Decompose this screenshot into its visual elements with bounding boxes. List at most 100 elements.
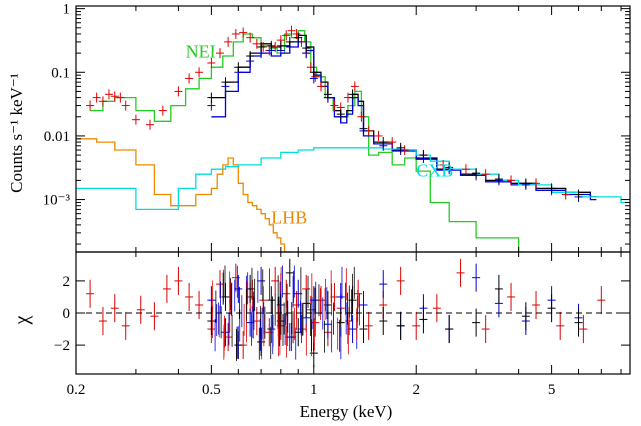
data-point [461, 164, 470, 175]
data-point [561, 189, 570, 200]
residual-point [98, 307, 107, 336]
x-tick-label: 2 [412, 382, 420, 398]
series-label: NEI [186, 42, 216, 62]
spectrum-frame [75, 5, 631, 253]
data-point [350, 81, 359, 92]
data-point [357, 111, 366, 122]
data-point [323, 89, 332, 100]
residual-point [379, 307, 388, 336]
series-label: LHB [271, 208, 307, 228]
residual-plot-area [86, 258, 606, 368]
data-point [195, 67, 204, 78]
y-tick-label: 0.01 [44, 129, 70, 145]
residual-point [110, 294, 119, 323]
y-tick-label: 0 [63, 306, 71, 322]
residual-point [297, 315, 306, 344]
data-point [276, 40, 285, 51]
axis-labels: Counts s⁻¹ keV⁻¹ χ Energy (keV) [7, 73, 392, 421]
residual-point [207, 307, 216, 336]
residual-point [259, 286, 268, 315]
data-point [521, 178, 530, 189]
residual-point [336, 282, 345, 311]
y-tick-label: 1 [63, 2, 71, 18]
data-point [110, 91, 119, 102]
residual-point [359, 290, 368, 319]
model-series-2 [211, 41, 597, 201]
residual-panel: −2 0 2 0.2 0.5 1 2 5 [54, 251, 631, 398]
residual-point [195, 290, 204, 319]
residual-point [379, 270, 388, 299]
data-point [287, 25, 296, 36]
data-point [234, 62, 243, 73]
data-point [285, 36, 294, 47]
residual-point [532, 290, 541, 319]
residual-point [354, 279, 363, 308]
residual-point [597, 286, 606, 315]
model-series-3 [76, 138, 291, 252]
data-point [309, 67, 318, 78]
data-point [396, 142, 405, 153]
data-point [116, 92, 125, 103]
residual-point [309, 286, 318, 315]
data-point [282, 30, 291, 41]
data-point [302, 43, 311, 54]
data-point [374, 130, 383, 141]
residual-point [185, 282, 194, 311]
residual-point [265, 318, 274, 347]
data-point [246, 32, 255, 43]
data-point [348, 89, 357, 100]
residual-point [481, 315, 490, 344]
residual-point [579, 315, 588, 344]
data-point [494, 174, 503, 185]
data-point [294, 32, 303, 43]
residual-point [234, 274, 243, 303]
data-point [532, 178, 541, 189]
data-point [445, 162, 454, 173]
data-point [306, 62, 315, 73]
x-tick-label: 0.2 [67, 382, 86, 398]
residual-point [285, 258, 294, 287]
data-point [239, 27, 248, 38]
data-point [121, 100, 130, 111]
data-point [185, 73, 194, 84]
residual-point [456, 258, 465, 287]
residual-point [121, 311, 130, 340]
residual-point [412, 311, 421, 340]
x-tick-label: 5 [548, 382, 556, 398]
residual-point [556, 311, 565, 340]
data-point [158, 105, 167, 116]
residual-point [215, 270, 224, 299]
residual-point [174, 266, 183, 295]
residual-point [348, 315, 357, 344]
residual-point [267, 315, 276, 344]
spectrum-plot-area [76, 25, 627, 252]
y-tick-label: −2 [54, 338, 70, 354]
data-point [104, 89, 113, 100]
residual-point [317, 286, 326, 315]
residual-point [396, 311, 405, 340]
y-tick-label: 0.1 [51, 65, 70, 81]
model-series-4 [76, 147, 627, 211]
residual-point [257, 266, 266, 295]
spectrum-panel: 10⁻³ 0.01 0.1 1 NEI CXB LHB [43, 2, 631, 253]
model-series-0 [90, 30, 525, 252]
data-point [359, 123, 368, 134]
data-point [547, 183, 556, 194]
data-point [574, 189, 583, 200]
data-point [224, 36, 233, 47]
model-series-1 [211, 34, 597, 198]
data-point [311, 71, 320, 82]
data-point [221, 77, 230, 88]
residual-point [267, 286, 276, 315]
data-point [388, 137, 397, 148]
data-point [419, 150, 428, 161]
x-tick-label: 1 [310, 382, 318, 398]
residual-point [364, 311, 373, 340]
x-tick-label: 0.5 [202, 382, 221, 398]
data-point [257, 41, 266, 52]
data-point [98, 96, 107, 107]
data-point [267, 40, 276, 51]
data-point [252, 38, 261, 49]
residual-point [494, 274, 503, 303]
data-point [131, 114, 140, 125]
